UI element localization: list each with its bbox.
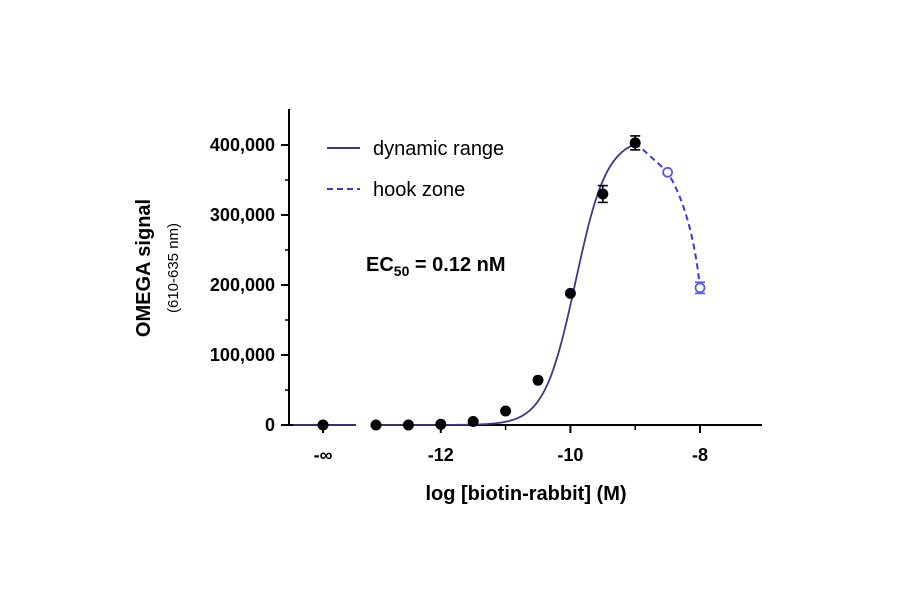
- y-tick-label: 300,000: [210, 205, 275, 225]
- dynamic-range-point: [467, 416, 479, 427]
- y-tick-label: 400,000: [210, 135, 275, 155]
- axes: [288, 109, 762, 426]
- hook-zone-point: [662, 166, 673, 178]
- y-axis-title: OMEGA signal: [133, 199, 155, 337]
- data-points: [317, 135, 706, 431]
- dynamic-range-point: [435, 418, 447, 430]
- legend-dynamic-range-label: dynamic range: [373, 138, 504, 160]
- legend-hook-zone-label: hook zone: [373, 179, 465, 201]
- x-axis-title: log [biotin-rabbit] (M): [425, 483, 626, 505]
- dynamic-range-point: [532, 374, 544, 386]
- x-axis-ticks: -∞ -12 -10 -8: [314, 425, 708, 465]
- x-tick-label: -8: [692, 445, 708, 465]
- ec50-subscript: 50: [394, 263, 410, 279]
- dynamic-range-point: [402, 419, 414, 431]
- hook-zone-curve: [634, 142, 701, 288]
- ec50-annotation: EC50 = 0.12 nM: [366, 254, 506, 279]
- ec50-value: = 0.12 nM: [409, 254, 505, 276]
- x-tick-label: -12: [428, 445, 454, 465]
- y-axis-ticks: 0 100,000 200,000 300,000 400,000: [210, 135, 289, 435]
- dynamic-range-point: [370, 419, 382, 431]
- dynamic-range-point: [629, 137, 641, 149]
- ec50-prefix: EC: [366, 254, 394, 276]
- dynamic-range-fit-curve: [376, 142, 636, 426]
- legend: dynamic range hook zone: [327, 138, 504, 201]
- y-tick-label: 200,000: [210, 275, 275, 295]
- y-tick-label: 100,000: [210, 345, 275, 365]
- dynamic-range-point: [564, 287, 576, 299]
- dynamic-range-point: [317, 419, 329, 431]
- x-neg-inf-label: -∞: [314, 445, 333, 465]
- y-axis-subtitle: (610-635 nm): [165, 223, 182, 313]
- x-tick-label: -10: [557, 445, 583, 465]
- dynamic-range-point: [500, 405, 512, 417]
- dynamic-range-point: [597, 188, 609, 200]
- y-tick-label: 0: [265, 415, 275, 435]
- hook-zone-point: [694, 282, 706, 294]
